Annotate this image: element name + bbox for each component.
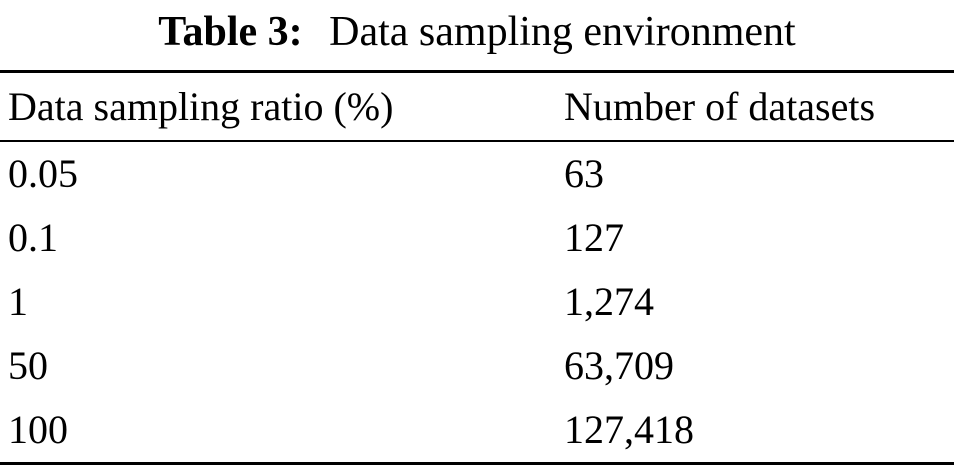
- table-row: 50 63,709: [0, 334, 954, 398]
- table-header-row: Data sampling ratio (%) Number of datase…: [0, 71, 954, 142]
- ratio-cell: 1: [8, 279, 28, 324]
- table-caption-label: Table 3:: [158, 9, 303, 55]
- ratio-cell: 100: [8, 407, 68, 452]
- table-caption: Table 3: Data sampling environment: [0, 0, 954, 60]
- ratio-cell: 50: [8, 343, 48, 388]
- datasets-cell: 1,274: [564, 279, 654, 324]
- datasets-cell: 127,418: [564, 407, 694, 452]
- table-row: 100 127,418: [0, 398, 954, 464]
- ratio-cell: 0.05: [8, 151, 78, 196]
- datasets-cell: 63: [564, 151, 604, 196]
- header-datasets: Number of datasets: [556, 71, 954, 142]
- table-caption-title: Data sampling environment: [329, 9, 796, 55]
- table-body: 0.05 63 0.1 127 1 1,274 50 63,709 100 12…: [0, 141, 954, 464]
- ratio-cell: 0.1: [8, 215, 58, 260]
- table-row: 0.1 127: [0, 206, 954, 270]
- table-row: 1 1,274: [0, 270, 954, 334]
- table-header: Data sampling ratio (%) Number of datase…: [0, 71, 954, 142]
- datasets-cell: 63,709: [564, 343, 674, 388]
- header-ratio: Data sampling ratio (%): [0, 71, 556, 142]
- data-sampling-table: Data sampling ratio (%) Number of datase…: [0, 70, 954, 465]
- datasets-cell: 127: [564, 215, 624, 260]
- table-row: 0.05 63: [0, 141, 954, 206]
